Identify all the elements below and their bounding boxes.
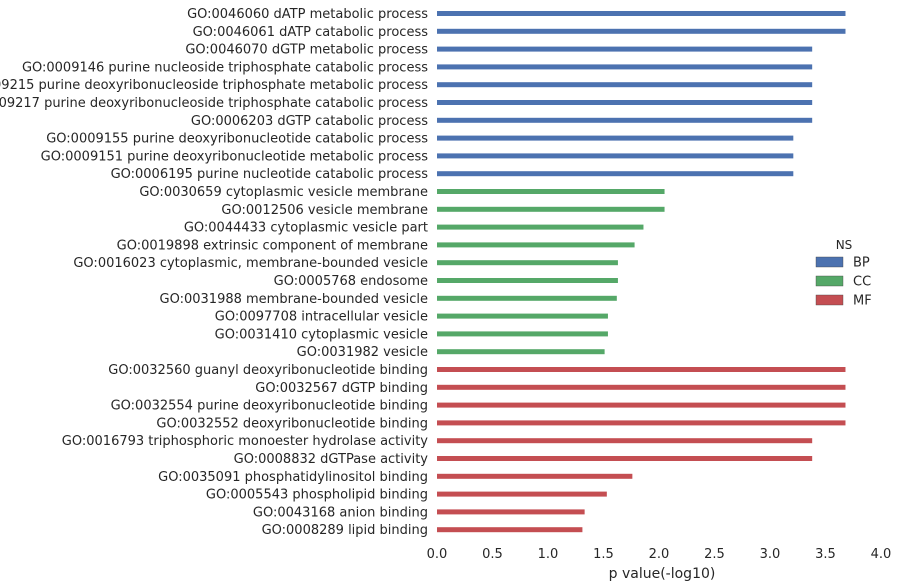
bar-cc bbox=[437, 189, 665, 194]
bar-bp bbox=[437, 153, 794, 159]
legend: NS BP CC MF bbox=[815, 238, 872, 309]
bar-mf bbox=[437, 420, 846, 426]
bars-layer bbox=[437, 11, 846, 533]
category-label: GO:0097708 intracellular vesicle bbox=[215, 310, 428, 325]
legend-title: NS bbox=[836, 238, 853, 252]
category-label: GO:0044433 cytoplasmic vesicle part bbox=[184, 221, 428, 236]
x-axis: 0.0 0.5 1.0 1.5 2.0 2.5 3.0 3.5 4.0 bbox=[427, 547, 892, 562]
x-tick-label: 1.0 bbox=[538, 547, 559, 562]
bar-bp bbox=[437, 135, 794, 141]
bar-cc bbox=[437, 331, 608, 337]
category-label: GO:0005543 phospholipid binding bbox=[206, 488, 428, 503]
category-label: GO:0046060 dATP metabolic process bbox=[187, 7, 428, 22]
bar-cc bbox=[437, 349, 605, 355]
bar-bp bbox=[437, 64, 813, 70]
bar-mf bbox=[437, 456, 813, 461]
bar-mf bbox=[437, 473, 633, 479]
bar-mf bbox=[437, 509, 585, 515]
category-label: GO:0032560 guanyl deoxyribonucleotide bi… bbox=[108, 363, 428, 378]
bar-cc bbox=[437, 224, 644, 230]
x-tick-label: 3.5 bbox=[815, 547, 836, 562]
category-label: GO:0030659 cytoplasmic vesicle membrane bbox=[139, 185, 428, 200]
category-label: GO:0009215 purine deoxyribonucleoside tr… bbox=[0, 78, 428, 93]
x-axis-label: p value(-log10) bbox=[609, 566, 716, 582]
bar-cc bbox=[437, 206, 665, 212]
category-label: GO:0019898 extrinsic component of membra… bbox=[117, 238, 428, 253]
category-label: GO:0006203 dGTP catabolic process bbox=[191, 114, 428, 129]
bar-cc bbox=[437, 295, 617, 301]
category-label: GO:0006195 purine nucleotide catabolic p… bbox=[111, 167, 429, 182]
x-tick-label: 3.0 bbox=[760, 547, 781, 562]
x-tick-label: 1.5 bbox=[593, 547, 614, 562]
category-label: GO:0046061 dATP catabolic process bbox=[193, 25, 429, 40]
legend-label-bp: BP bbox=[853, 256, 870, 271]
category-label: GO:0009217 purine deoxyribonucleoside tr… bbox=[0, 96, 428, 111]
category-label: GO:0031988 membrane-bounded vesicle bbox=[160, 292, 428, 307]
legend-label-mf: MF bbox=[853, 294, 872, 309]
bar-bp bbox=[437, 46, 813, 52]
category-labels: GO:0046060 dATP metabolic process GO:0046… bbox=[0, 7, 428, 538]
bar-bp bbox=[437, 117, 813, 123]
bar-bp bbox=[437, 100, 813, 105]
x-tick-label: 2.5 bbox=[704, 547, 725, 562]
x-tick-label: 2.0 bbox=[649, 547, 670, 562]
category-label: GO:0009155 purine deoxyribonucleotide ca… bbox=[46, 132, 428, 147]
category-label: GO:0032567 dGTP binding bbox=[255, 381, 428, 396]
x-tick-label: 4.0 bbox=[871, 547, 892, 562]
x-tick-label: 0.0 bbox=[427, 547, 448, 562]
category-label: GO:0012506 vesicle membrane bbox=[221, 203, 428, 218]
category-label: GO:0009151 purine deoxyribonucleotide me… bbox=[41, 149, 429, 164]
legend-label-cc: CC bbox=[853, 275, 871, 290]
bar-cc bbox=[437, 242, 635, 248]
category-label: GO:0031410 cytoplasmic vesicle bbox=[215, 327, 428, 342]
bar-bp bbox=[437, 28, 846, 34]
category-label: GO:0035091 phosphatidylinositol binding bbox=[158, 470, 428, 485]
bar-bp bbox=[437, 171, 794, 177]
bar-mf bbox=[437, 384, 846, 390]
x-tick-label: 0.5 bbox=[482, 547, 503, 562]
category-label: GO:0031982 vesicle bbox=[297, 345, 428, 360]
category-label: GO:0008832 dGTPase activity bbox=[234, 452, 429, 467]
bar-mf bbox=[437, 491, 607, 497]
bar-cc bbox=[437, 278, 618, 283]
category-label: GO:0009146 purine nucleoside triphosphat… bbox=[22, 60, 428, 75]
legend-swatch-cc bbox=[815, 275, 844, 287]
bar-bp bbox=[437, 11, 846, 16]
legend-swatch-bp bbox=[815, 256, 844, 268]
category-label: GO:0032552 deoxyribonucleotide binding bbox=[156, 416, 428, 431]
bar-cc bbox=[437, 260, 618, 266]
category-label: GO:0043168 anion binding bbox=[253, 505, 428, 520]
category-label: GO:0016793 triphosphoric monoester hydro… bbox=[62, 434, 428, 449]
category-label: GO:0005768 endosome bbox=[274, 274, 428, 289]
category-label: GO:0016023 cytoplasmic, membrane-bounded… bbox=[73, 256, 428, 271]
bar-mf bbox=[437, 367, 846, 372]
category-label: GO:0032554 purine deoxyribonucleotide bi… bbox=[111, 399, 428, 414]
category-label: GO:0008289 lipid binding bbox=[262, 523, 428, 538]
category-label: GO:0046070 dGTP metabolic process bbox=[185, 43, 428, 58]
bar-mf bbox=[437, 402, 846, 408]
bar-cc bbox=[437, 313, 608, 319]
legend-swatch-mf bbox=[815, 294, 844, 306]
bar-mf bbox=[437, 438, 813, 444]
bar-bp bbox=[437, 82, 813, 88]
bar-mf bbox=[437, 527, 583, 533]
